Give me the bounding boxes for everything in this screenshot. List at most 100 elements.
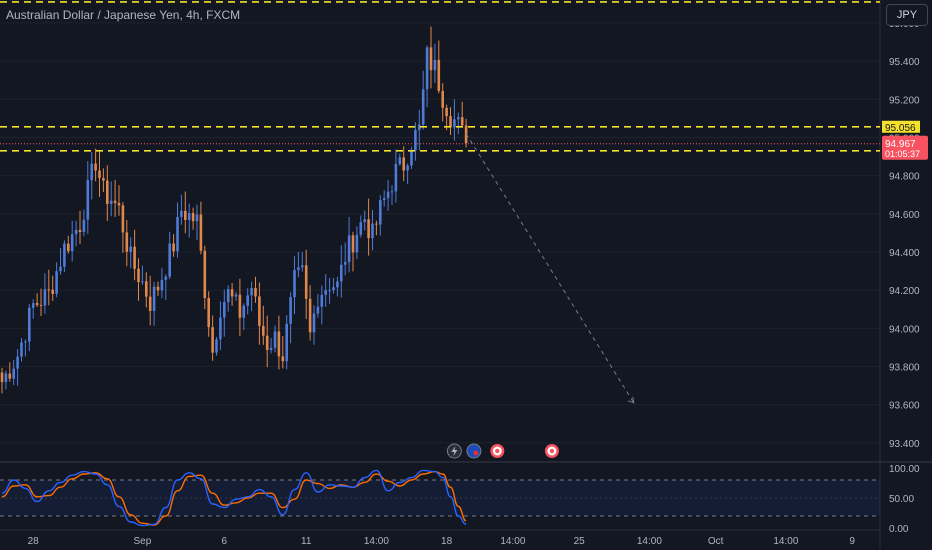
candle-body bbox=[148, 296, 152, 311]
candle-body bbox=[0, 372, 4, 383]
candle-body bbox=[4, 373, 8, 383]
candle-body bbox=[390, 191, 394, 193]
oscillator-tick-label: 100.00 bbox=[889, 464, 920, 475]
bar-countdown: 01:05:37 bbox=[885, 149, 920, 159]
oscillator-tick-label: 50.00 bbox=[889, 494, 914, 505]
candle-body bbox=[137, 268, 140, 283]
candle-body bbox=[301, 265, 304, 268]
candle-body bbox=[429, 47, 433, 71]
candle-body bbox=[445, 107, 448, 117]
candle-body bbox=[152, 286, 156, 311]
candle-body bbox=[31, 303, 35, 308]
candle-body bbox=[425, 47, 429, 90]
candle-body bbox=[297, 267, 300, 271]
oscillator-tick-label: 0.00 bbox=[889, 524, 909, 535]
y-tick-label: 94.600 bbox=[889, 210, 920, 221]
lightning-glyph bbox=[451, 446, 458, 456]
candle-body bbox=[39, 304, 43, 306]
candle-body bbox=[250, 287, 253, 296]
candle-body bbox=[180, 210, 183, 217]
candle-body bbox=[281, 356, 285, 362]
candle-body bbox=[141, 281, 144, 283]
candle-body bbox=[332, 287, 335, 291]
candle-body bbox=[98, 170, 101, 179]
candle-body bbox=[367, 219, 370, 239]
candle-body bbox=[328, 290, 331, 292]
candle-body bbox=[277, 331, 281, 357]
candle-body bbox=[63, 243, 66, 267]
x-tick-label: 14:00 bbox=[637, 536, 662, 547]
candle-body bbox=[273, 331, 277, 348]
candle-body bbox=[421, 89, 425, 125]
candle-body bbox=[324, 290, 327, 295]
candle-body bbox=[203, 250, 207, 299]
candle-body bbox=[347, 235, 351, 263]
candle-body bbox=[304, 265, 308, 299]
candle-body bbox=[211, 327, 214, 353]
candle-body bbox=[86, 180, 90, 220]
candle-body bbox=[199, 214, 203, 251]
level-price-tag bbox=[882, 120, 920, 133]
candle-body bbox=[172, 243, 175, 252]
flag-icon[interactable] bbox=[466, 443, 482, 459]
candle-body bbox=[293, 270, 296, 298]
y-tick-label: 94.200 bbox=[889, 286, 920, 297]
y-tick-label: 93.600 bbox=[889, 401, 920, 412]
y-tick-label: 93.400 bbox=[889, 439, 920, 450]
current-price-tag bbox=[882, 135, 928, 160]
candle-body bbox=[20, 342, 23, 357]
candle-body bbox=[191, 212, 195, 222]
candle-body bbox=[129, 246, 132, 252]
candle-body bbox=[67, 243, 70, 252]
x-tick-label: 18 bbox=[441, 536, 453, 547]
candle-body bbox=[262, 325, 265, 336]
candle-body bbox=[145, 281, 148, 297]
y-tick-label: 94.400 bbox=[889, 248, 920, 259]
candle-body bbox=[12, 368, 15, 379]
candle-body bbox=[398, 157, 402, 164]
candle-body bbox=[219, 317, 222, 340]
candle-body bbox=[164, 276, 168, 280]
candle-body bbox=[223, 302, 226, 318]
x-tick-label: 14:00 bbox=[364, 536, 389, 547]
candle-body bbox=[269, 347, 273, 350]
candle-body bbox=[125, 232, 129, 252]
candle-body bbox=[394, 163, 398, 192]
x-tick-label: 14:00 bbox=[773, 536, 798, 547]
projection-line[interactable] bbox=[465, 133, 635, 404]
candle-body bbox=[437, 59, 441, 91]
candle-body bbox=[386, 191, 390, 199]
candle-body bbox=[51, 289, 54, 294]
currency-button[interactable]: JPY bbox=[886, 4, 928, 26]
candle-body bbox=[449, 116, 452, 128]
candle-body bbox=[289, 297, 292, 324]
x-tick-label: 6 bbox=[222, 536, 228, 547]
level-price-label: 95.056 bbox=[885, 123, 916, 134]
candle-body bbox=[453, 119, 456, 128]
candle-body bbox=[382, 198, 386, 201]
candle-body bbox=[8, 373, 12, 379]
candle-body bbox=[24, 341, 27, 343]
y-tick-label: 94.800 bbox=[889, 172, 920, 183]
stoch-d-line bbox=[1, 470, 467, 526]
x-tick-label: Oct bbox=[708, 536, 724, 547]
candle-body bbox=[43, 289, 47, 306]
candle-body bbox=[133, 246, 136, 269]
current-price-label: 94.967 bbox=[885, 139, 916, 150]
candle-body bbox=[308, 298, 312, 333]
x-tick-label: 28 bbox=[28, 536, 40, 547]
flag-glyph bbox=[473, 450, 479, 456]
candle-body bbox=[343, 262, 347, 265]
candle-body bbox=[230, 289, 234, 297]
candle-body bbox=[47, 289, 51, 291]
y-tick-label: 95.400 bbox=[889, 57, 920, 68]
target-dot bbox=[495, 448, 500, 454]
candle-body bbox=[336, 281, 339, 288]
candle-body bbox=[410, 150, 413, 166]
candle-body bbox=[375, 223, 378, 225]
chart-title: Australian Dollar / Japanese Yen, 4h, FX… bbox=[6, 8, 241, 22]
x-tick-label: 11 bbox=[301, 536, 312, 547]
candle-body bbox=[70, 234, 74, 252]
candle-body bbox=[215, 339, 218, 353]
